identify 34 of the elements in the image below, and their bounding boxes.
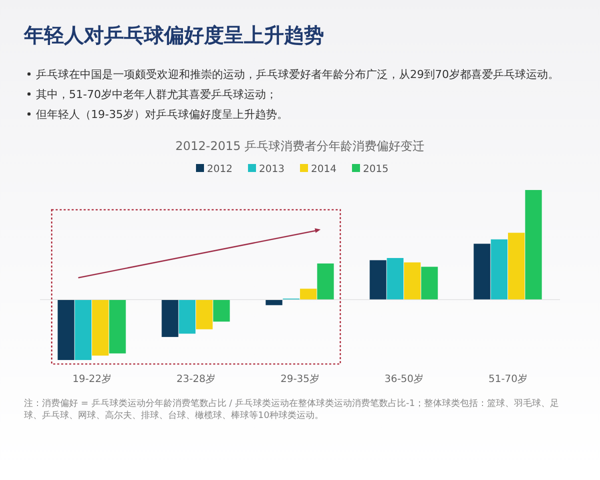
x-tick-label: 23-28岁 <box>176 373 216 385</box>
x-tick-label: 19-22岁 <box>72 373 112 385</box>
chart-title: 年轻人对乒乓球偏好度呈上升趋势 <box>23 23 324 47</box>
text: 其中，51-70岁中老年人群尤其喜爱乒乓球运动； <box>36 88 277 101</box>
text: 乒乓球在中国是一项颇受欢迎和推崇的运动，乒乓球爱好者年龄分布广泛，从29到70岁都喜爱乒乓球运动。 <box>36 68 559 81</box>
legend-label: 2012 <box>207 164 232 175</box>
bar <box>317 263 334 300</box>
text: 但年轻人（19-35岁）对乒乓球偏好度呈上升趋势。 <box>36 108 288 121</box>
bar <box>178 300 196 334</box>
bar <box>370 260 386 300</box>
legend-label: 2013 <box>259 164 284 175</box>
bar <box>508 232 525 300</box>
bar <box>109 300 126 354</box>
bar <box>490 239 508 300</box>
text: 注：消费偏好 = 乒乓球类运动分年龄消费笔数占比 / 乒乓球类运动在整体球类运动消费笔数占比-1；整体球类包括：篮球、羽毛球、足球、乒乓球、网球、高尔夫、排球、台球、橄榄球、棒球等10种球类运动。 <box>24 398 560 422</box>
bar <box>421 266 438 300</box>
bar <box>266 300 282 306</box>
bar <box>58 300 74 360</box>
bar <box>386 258 404 300</box>
bar <box>213 300 230 322</box>
legend-label: 2014 <box>311 164 336 175</box>
legend-label: 2015 <box>363 164 388 175</box>
x-tick-label: 51-70岁 <box>488 373 528 385</box>
bar <box>525 190 542 300</box>
bar <box>474 244 490 300</box>
bar <box>74 300 92 360</box>
x-tick-label: 36-50岁 <box>384 373 424 385</box>
x-tick-label: 29-35岁 <box>280 373 320 385</box>
bar <box>196 300 213 330</box>
bar <box>404 262 421 300</box>
bar <box>162 300 178 337</box>
chart-subtitle: 2012-2015 乒乓球消费者分年龄消费偏好变迁 <box>175 139 425 153</box>
bar <box>92 300 109 356</box>
bar <box>300 288 317 300</box>
